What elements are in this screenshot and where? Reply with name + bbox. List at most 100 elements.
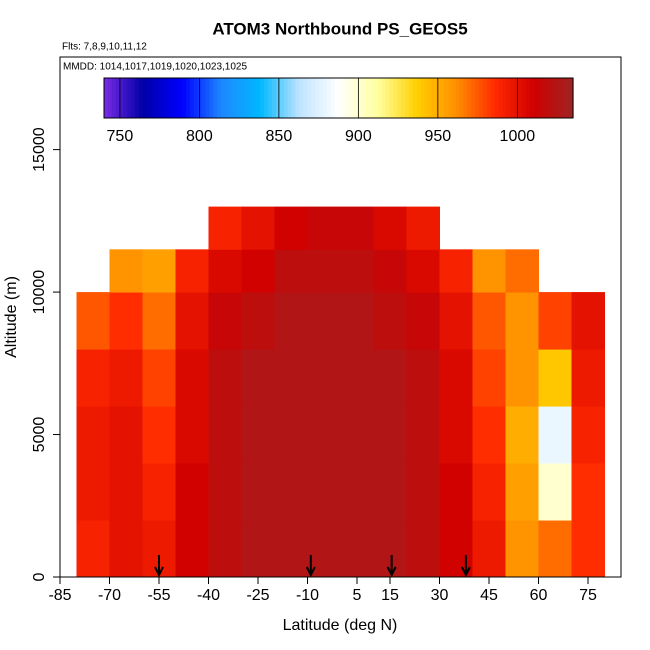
heat-cell xyxy=(340,249,374,293)
colorbar-swatch xyxy=(514,78,519,118)
colorbar-swatch xyxy=(162,78,168,118)
heat-cell xyxy=(274,406,308,464)
colorbar-swatch xyxy=(518,78,523,118)
colorbar-tick-label: 900 xyxy=(345,128,372,145)
heat-cell xyxy=(538,406,572,464)
heat-cell xyxy=(406,206,440,250)
colorbar-swatch xyxy=(533,78,539,118)
colorbar-swatch xyxy=(154,78,160,118)
heat-cell xyxy=(472,520,506,578)
heat-cell xyxy=(406,249,440,293)
heat-cell xyxy=(373,206,407,250)
colorbar-swatch xyxy=(530,78,535,118)
heat-cell xyxy=(439,349,473,407)
heat-cell xyxy=(340,406,374,464)
colorbar-swatch xyxy=(389,78,394,118)
colorbar-swatch xyxy=(506,78,512,118)
heat-cell xyxy=(109,292,143,350)
heat-cell xyxy=(439,249,473,293)
colorbar-swatch xyxy=(236,78,242,118)
heat-cell xyxy=(208,292,242,350)
heat-cell xyxy=(307,206,341,250)
colorbar-swatch xyxy=(365,78,371,118)
heat-cell xyxy=(241,249,275,293)
x-tick-label: 60 xyxy=(530,587,548,604)
heat-cell xyxy=(109,520,143,578)
colorbar-swatch xyxy=(139,78,144,118)
colorbar-swatch xyxy=(322,78,328,118)
colorbar-swatch xyxy=(490,78,496,118)
colorbar-swatch xyxy=(553,78,558,118)
heat-cell xyxy=(175,520,209,578)
colorbar-swatch xyxy=(318,78,324,118)
heat-cell xyxy=(208,463,242,521)
colorbar-swatch xyxy=(256,78,261,118)
x-tick-label: -55 xyxy=(147,587,170,604)
colorbar-swatch xyxy=(326,78,332,118)
colorbar-swatch xyxy=(240,78,246,118)
colorbar-swatch xyxy=(143,78,148,118)
colorbar-swatch xyxy=(248,78,254,118)
heat-cell xyxy=(373,292,407,350)
heat-cell xyxy=(571,520,605,578)
heat-cell xyxy=(571,463,605,521)
heat-cell xyxy=(406,292,440,350)
colorbar-swatch xyxy=(467,78,472,118)
heat-cell xyxy=(307,463,341,521)
colorbar-swatch xyxy=(252,78,258,118)
colorbar-swatch xyxy=(346,78,351,118)
heat-cell xyxy=(76,520,110,578)
colorbar-swatch xyxy=(291,78,297,118)
colorbar-swatch xyxy=(401,78,406,118)
x-axis-label: Latitude (deg N) xyxy=(283,617,398,634)
colorbar-swatch xyxy=(565,78,570,118)
colorbar-swatch xyxy=(350,78,355,118)
subtitle: Flts: 7,8,9,10,11,12 xyxy=(62,42,147,53)
colorbar-swatch xyxy=(569,78,574,118)
heat-cell xyxy=(241,463,275,521)
heat-cell xyxy=(340,349,374,407)
heat-cell xyxy=(175,463,209,521)
heat-cell xyxy=(340,520,374,578)
heat-cell xyxy=(274,292,308,350)
marker-arrow xyxy=(461,555,471,578)
y-tick-label: 5000 xyxy=(31,417,48,453)
colorbar-swatch xyxy=(186,78,191,118)
colorbar-swatch xyxy=(232,78,238,118)
heat-cell xyxy=(241,520,275,578)
y-tick-label: 0 xyxy=(31,572,48,581)
colorbar-swatch xyxy=(420,78,426,118)
heat-cell xyxy=(109,463,143,521)
heat-cell xyxy=(142,463,176,521)
x-tick-label: -70 xyxy=(98,587,121,604)
y-axis-label: Altitude (m) xyxy=(3,276,20,358)
heat-cell xyxy=(505,249,539,293)
heat-cell xyxy=(373,520,407,578)
colorbar-swatch xyxy=(444,78,449,118)
colorbar-swatch xyxy=(545,78,551,118)
marker-arrow xyxy=(386,555,397,578)
x-tick-label: -10 xyxy=(296,587,319,604)
heat-cell xyxy=(274,349,308,407)
heat-cell xyxy=(208,406,242,464)
heat-cell xyxy=(241,406,275,464)
arrow-head xyxy=(386,566,397,578)
colorbar-swatch xyxy=(213,78,218,118)
heat-cell xyxy=(472,406,506,464)
colorbar-frame xyxy=(103,77,574,119)
heat-cell xyxy=(571,292,605,350)
colorbar-swatch xyxy=(104,78,109,118)
y-tick-label: 10000 xyxy=(31,270,48,315)
heat-cell xyxy=(472,292,506,350)
colorbar-swatch xyxy=(182,78,187,118)
colorbar-swatch xyxy=(471,78,476,118)
heat-cell xyxy=(373,463,407,521)
colorbar-tick-label: 750 xyxy=(107,128,134,145)
heat-cell xyxy=(142,292,176,350)
colorbar-swatch xyxy=(428,78,433,118)
heat-cell xyxy=(274,249,308,293)
heat-cell xyxy=(406,463,440,521)
heat-cell xyxy=(439,292,473,350)
colorbar-swatch xyxy=(189,78,195,118)
